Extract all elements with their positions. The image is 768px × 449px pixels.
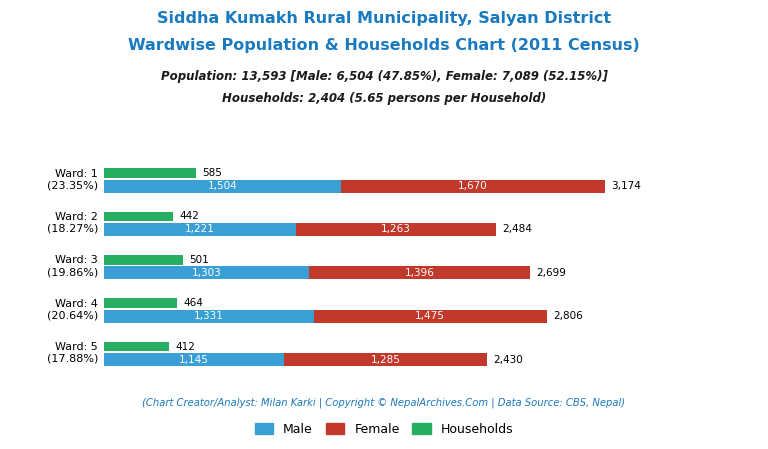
Bar — [104, 211, 174, 221]
Bar — [104, 299, 177, 308]
Bar — [104, 310, 314, 323]
Bar — [104, 255, 183, 264]
Bar — [104, 223, 296, 236]
Text: 1,303: 1,303 — [192, 268, 221, 278]
Text: 412: 412 — [175, 342, 195, 352]
Bar — [314, 310, 547, 323]
Bar — [284, 353, 487, 366]
Bar — [104, 353, 284, 366]
Text: 1,263: 1,263 — [381, 224, 411, 234]
Bar — [104, 168, 196, 178]
Text: 2,699: 2,699 — [536, 268, 566, 278]
Bar — [104, 180, 341, 193]
Text: 3,174: 3,174 — [611, 181, 641, 191]
Legend: Male, Female, Households: Male, Female, Households — [250, 418, 518, 440]
Text: 1,331: 1,331 — [194, 311, 223, 321]
Text: Population: 13,593 [Male: 6,504 (47.85%), Female: 7,089 (52.15%)]: Population: 13,593 [Male: 6,504 (47.85%)… — [161, 70, 607, 83]
Text: 585: 585 — [202, 168, 222, 178]
Text: 1,145: 1,145 — [179, 355, 209, 365]
Text: 1,475: 1,475 — [415, 311, 445, 321]
Text: Households: 2,404 (5.65 persons per Household): Households: 2,404 (5.65 persons per Hous… — [222, 92, 546, 105]
Text: Wardwise Population & Households Chart (2011 Census): Wardwise Population & Households Chart (… — [128, 38, 640, 53]
Bar — [296, 223, 496, 236]
Text: 2,806: 2,806 — [553, 311, 583, 321]
Text: 442: 442 — [180, 211, 200, 221]
Text: 501: 501 — [189, 255, 209, 265]
Text: (Chart Creator/Analyst: Milan Karki | Copyright © NepalArchives.Com | Data Sourc: (Chart Creator/Analyst: Milan Karki | Co… — [142, 397, 626, 408]
Bar — [104, 266, 310, 279]
Text: Siddha Kumakh Rural Municipality, Salyan District: Siddha Kumakh Rural Municipality, Salyan… — [157, 11, 611, 26]
Text: 1,285: 1,285 — [371, 355, 401, 365]
Text: 1,396: 1,396 — [405, 268, 435, 278]
Text: 464: 464 — [184, 298, 203, 308]
Bar — [310, 266, 530, 279]
Text: 1,670: 1,670 — [458, 181, 488, 191]
Text: 2,484: 2,484 — [502, 224, 532, 234]
Bar — [341, 180, 604, 193]
Bar — [104, 342, 169, 351]
Text: 1,504: 1,504 — [207, 181, 237, 191]
Text: 1,221: 1,221 — [185, 224, 215, 234]
Text: 2,430: 2,430 — [494, 355, 523, 365]
